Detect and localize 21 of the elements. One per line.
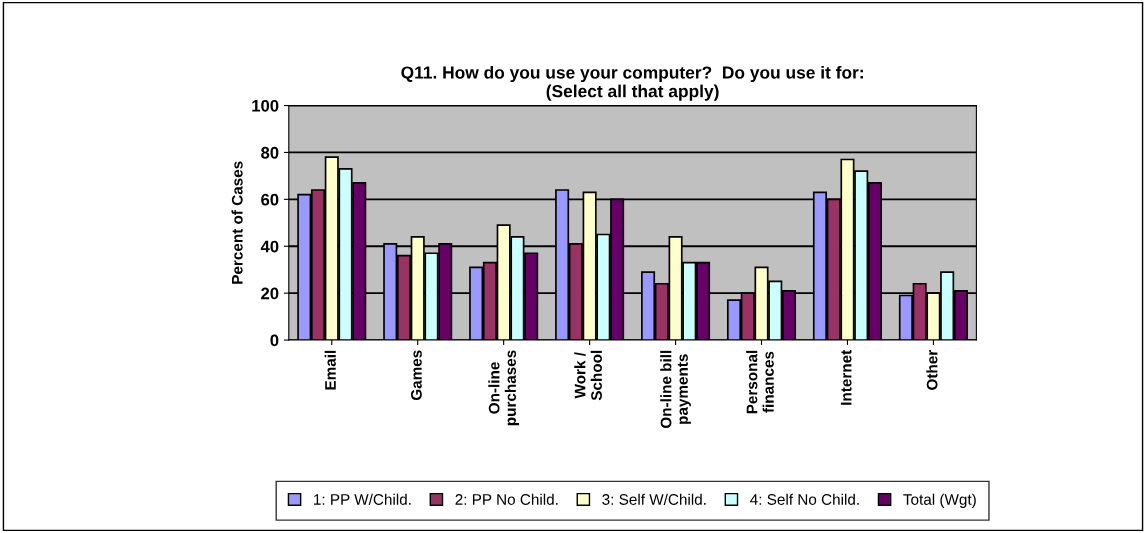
chart-title: Q11. How do you use your computer? Do you use it for: (Select all that apply): [401, 65, 863, 101]
legend-label: 4: Self No Child.: [750, 493, 859, 505]
x-tick-label: Games: [411, 350, 422, 401]
x-tick-label: Personal finances: [746, 350, 774, 414]
x-tick-label: Other: [926, 350, 938, 390]
legend-label: Total (Wgt): [903, 493, 976, 508]
legend-label: 3: Self W/Child.: [602, 493, 706, 505]
x-tick-label: On-line purchases: [488, 350, 520, 426]
legend-label: 1: PP W/Child.: [314, 493, 411, 505]
x-tick-label: Internet: [840, 349, 852, 405]
y-tick-label: 60: [261, 193, 279, 206]
y-tick-label: 80: [261, 146, 279, 159]
legend-label: 2: PP No Child.: [455, 493, 558, 505]
y-tick-label: 100: [252, 99, 279, 112]
y-tick-label: 40: [260, 240, 279, 253]
x-tick-label: On-line bill payments: [660, 350, 691, 429]
x-tick-label: Email: [324, 350, 336, 390]
y-tick-label: 20: [261, 287, 279, 300]
x-tick-label: Work / School: [574, 350, 602, 401]
y-tick-label: 0: [270, 334, 279, 347]
y-axis-title: Percent of Cases: [231, 161, 243, 284]
